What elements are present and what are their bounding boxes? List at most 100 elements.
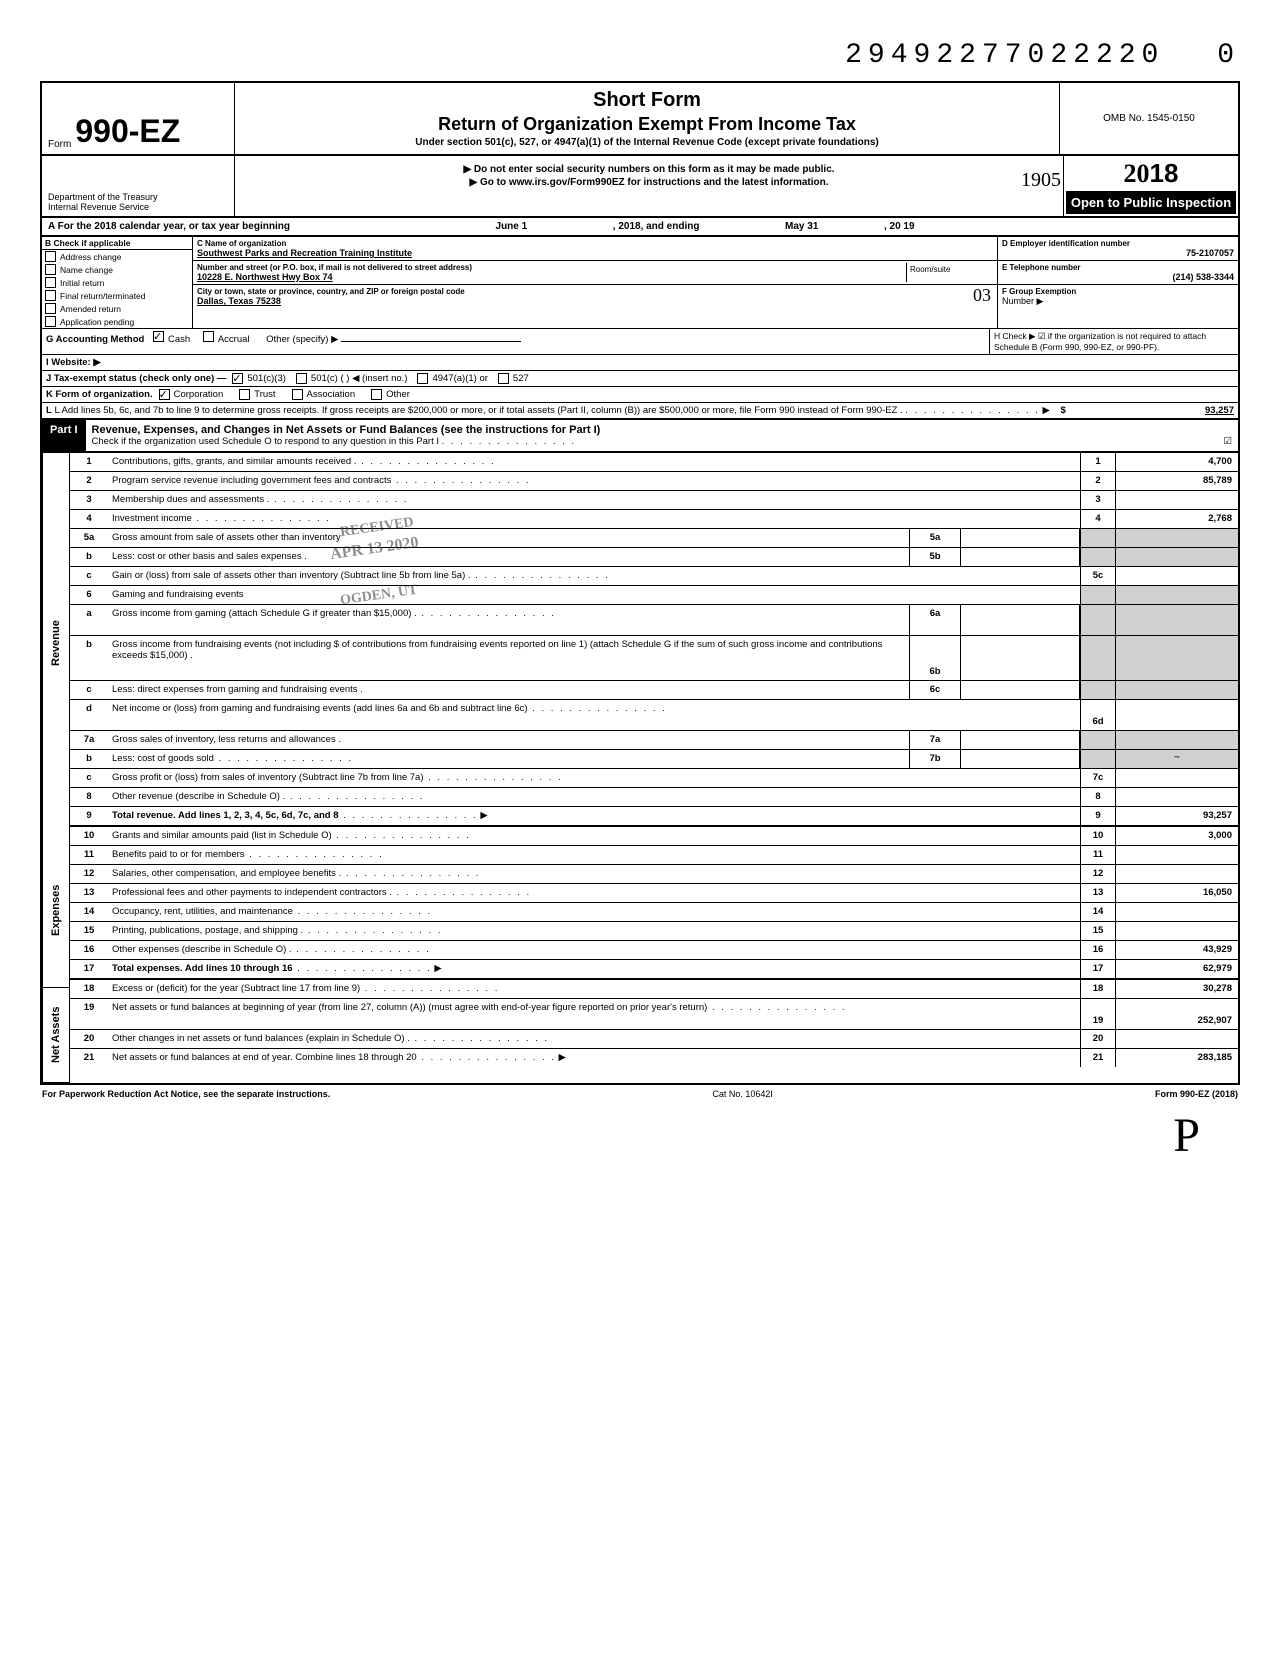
line-13: 13Professional fees and other payments t…: [70, 884, 1238, 903]
chk-amended-return[interactable]: Amended return: [42, 302, 192, 315]
line-20: 20Other changes in net assets or fund ba…: [70, 1030, 1238, 1049]
row-a-end-year: , 20 19: [884, 221, 915, 232]
omb-box: OMB No. 1545-0150: [1060, 83, 1238, 154]
part-1-checkbox[interactable]: ☑: [1223, 436, 1232, 447]
line-7c: cGross profit or (loss) from sales of in…: [70, 769, 1238, 788]
section-b: B Check if applicable Address change Nam…: [42, 237, 193, 328]
header-grid: B Check if applicable Address change Nam…: [40, 237, 1240, 329]
header-row: Form 990-EZ Short Form Return of Organiz…: [40, 81, 1240, 156]
side-expenses: Expenses: [42, 833, 69, 988]
chk-trust[interactable]: [239, 389, 250, 400]
chk-other-org[interactable]: [371, 389, 382, 400]
part-1-check-line: Check if the organization used Schedule …: [92, 436, 440, 447]
side-revenue: Revenue: [42, 453, 69, 833]
tax-year: 2018: [1066, 158, 1236, 189]
city-val: Dallas, Texas 75238: [197, 296, 993, 306]
line-6b: bGross income from fundraising events (n…: [70, 636, 1238, 681]
row-a: A For the 2018 calendar year, or tax yea…: [40, 218, 1240, 237]
line-15: 15Printing, publications, postage, and s…: [70, 922, 1238, 941]
footer-left: For Paperwork Reduction Act Notice, see …: [42, 1089, 330, 1099]
row-j-lead: J Tax-exempt status (check only one) —: [46, 373, 226, 384]
instructions-box: ▶ Do not enter social security numbers o…: [235, 156, 1064, 216]
chk-corp[interactable]: [159, 389, 170, 400]
chk-4947[interactable]: [417, 373, 428, 384]
chk-501c3[interactable]: [232, 373, 243, 384]
line-8: 8Other revenue (describe in Schedule O) …: [70, 788, 1238, 807]
city-cell: City or town, state or province, country…: [193, 285, 997, 308]
side-netassets: Net Assets: [42, 988, 69, 1083]
handwritten-03: 03: [973, 285, 991, 306]
group-label: F Group Exemption: [1002, 287, 1234, 296]
room-suite-label: Room/suite: [906, 263, 993, 282]
chk-assoc[interactable]: [292, 389, 303, 400]
section-def: D Employer identification number 75-2107…: [998, 237, 1238, 328]
chk-initial-return[interactable]: Initial return: [42, 276, 192, 289]
row-j: J Tax-exempt status (check only one) — 5…: [40, 371, 1240, 387]
ein-cell: D Employer identification number 75-2107…: [998, 237, 1238, 261]
form-number: 990-EZ: [75, 113, 180, 150]
row-i: I Website: ▶: [40, 355, 1240, 371]
chk-accrual[interactable]: [203, 331, 214, 342]
sub-header-row: Department of the Treasury Internal Reve…: [40, 156, 1240, 218]
ein-label: D Employer identification number: [1002, 239, 1234, 248]
footer-mid: Cat No. 10642I: [712, 1089, 773, 1099]
handwritten-1905: 1905: [1021, 169, 1061, 192]
section-b-header: B Check if applicable: [42, 237, 192, 250]
section-c: C Name of organization Southwest Parks a…: [193, 237, 998, 328]
line-16: 16Other expenses (describe in Schedule O…: [70, 941, 1238, 960]
row-a-lead: A For the 2018 calendar year, or tax yea…: [48, 221, 290, 232]
line-7a: 7aGross sales of inventory, less returns…: [70, 731, 1238, 750]
title-box: Short Form Return of Organization Exempt…: [235, 83, 1060, 154]
line-1: 1Contributions, gifts, grants, and simil…: [70, 453, 1238, 472]
instruction-2: ▶ Go to www.irs.gov/Form990EZ for instru…: [469, 177, 828, 188]
line-9: 9Total revenue. Add lines 1, 2, 3, 4, 5c…: [70, 807, 1238, 827]
chk-name-change[interactable]: Name change: [42, 263, 192, 276]
line-6: 6Gaming and fundraising events: [70, 586, 1238, 605]
form-number-box: Form 990-EZ: [42, 83, 235, 154]
row-k-lead: K Form of organization.: [46, 389, 153, 400]
chk-address-change[interactable]: Address change: [42, 250, 192, 263]
short-form-title: Short Form: [243, 89, 1051, 112]
line-3: 3Membership dues and assessments . 3: [70, 491, 1238, 510]
row-i-text: I Website: ▶: [46, 357, 101, 368]
row-k: K Form of organization. Corporation Trus…: [40, 387, 1240, 403]
line-4: 4Investment income 42,768: [70, 510, 1238, 529]
chk-application-pending[interactable]: Application pending: [42, 315, 192, 328]
year-val: 18: [1150, 158, 1179, 188]
row-h: H Check ▶ ☑ if the organization is not r…: [989, 329, 1238, 354]
line-17: 17Total expenses. Add lines 10 through 1…: [70, 960, 1238, 980]
chk-final-return[interactable]: Final return/terminated: [42, 289, 192, 302]
instruction-1: ▶ Do not enter social security numbers o…: [241, 164, 1057, 175]
form-page: SCANNED MAR 1 2 2021 29492277022220 0 Fo…: [40, 40, 1240, 1103]
line-7b: bLess: cost of goods sold 7b ~: [70, 750, 1238, 769]
return-title: Return of Organization Exempt From Incom…: [243, 114, 1051, 135]
chk-cash[interactable]: [153, 331, 164, 342]
chk-527[interactable]: [498, 373, 509, 384]
part-1-header: Part I Revenue, Expenses, and Changes in…: [40, 420, 1240, 453]
row-l-text: L Add lines 5b, 6c, and 7b to line 9 to …: [54, 405, 902, 416]
line-5b: bLess: cost or other basis and sales exp…: [70, 548, 1238, 567]
line-19: 19Net assets or fund balances at beginni…: [70, 999, 1238, 1030]
addr-cell: Number and street (or P.O. box, if mail …: [193, 261, 997, 285]
dln-number: 29492277022220 0: [40, 40, 1240, 71]
line-11: 11Benefits paid to or for members 11: [70, 846, 1238, 865]
dln-trailing: 0: [1217, 40, 1240, 71]
addr-val: 10228 E. Northwest Hwy Box 74: [197, 272, 906, 282]
ein-val: 75-2107057: [1002, 248, 1234, 258]
row-g-lead: G Accounting Method: [46, 334, 144, 345]
phone-val: (214) 538-3344: [1002, 272, 1234, 282]
year-box: 2018 Open to Public Inspection: [1064, 156, 1238, 216]
dln-main: 29492277022220: [845, 40, 1164, 71]
line-5a: 5aGross amount from sale of assets other…: [70, 529, 1238, 548]
dept-line-1: Department of the Treasury: [48, 192, 228, 202]
row-a-begin: June 1: [496, 221, 528, 232]
org-name: Southwest Parks and Recreation Training …: [197, 248, 993, 258]
chk-501c[interactable]: [296, 373, 307, 384]
org-name-label: C Name of organization: [197, 239, 993, 248]
line-2: 2Program service revenue including gover…: [70, 472, 1238, 491]
line-12: 12Salaries, other compensation, and empl…: [70, 865, 1238, 884]
under-line: Under section 501(c), 527, or 4947(a)(1)…: [243, 137, 1051, 148]
line-6c: cLess: direct expenses from gaming and f…: [70, 681, 1238, 700]
schedule-table: Revenue Expenses Net Assets 1Contributio…: [40, 453, 1240, 1085]
row-a-mid: , 2018, and ending: [613, 221, 700, 232]
